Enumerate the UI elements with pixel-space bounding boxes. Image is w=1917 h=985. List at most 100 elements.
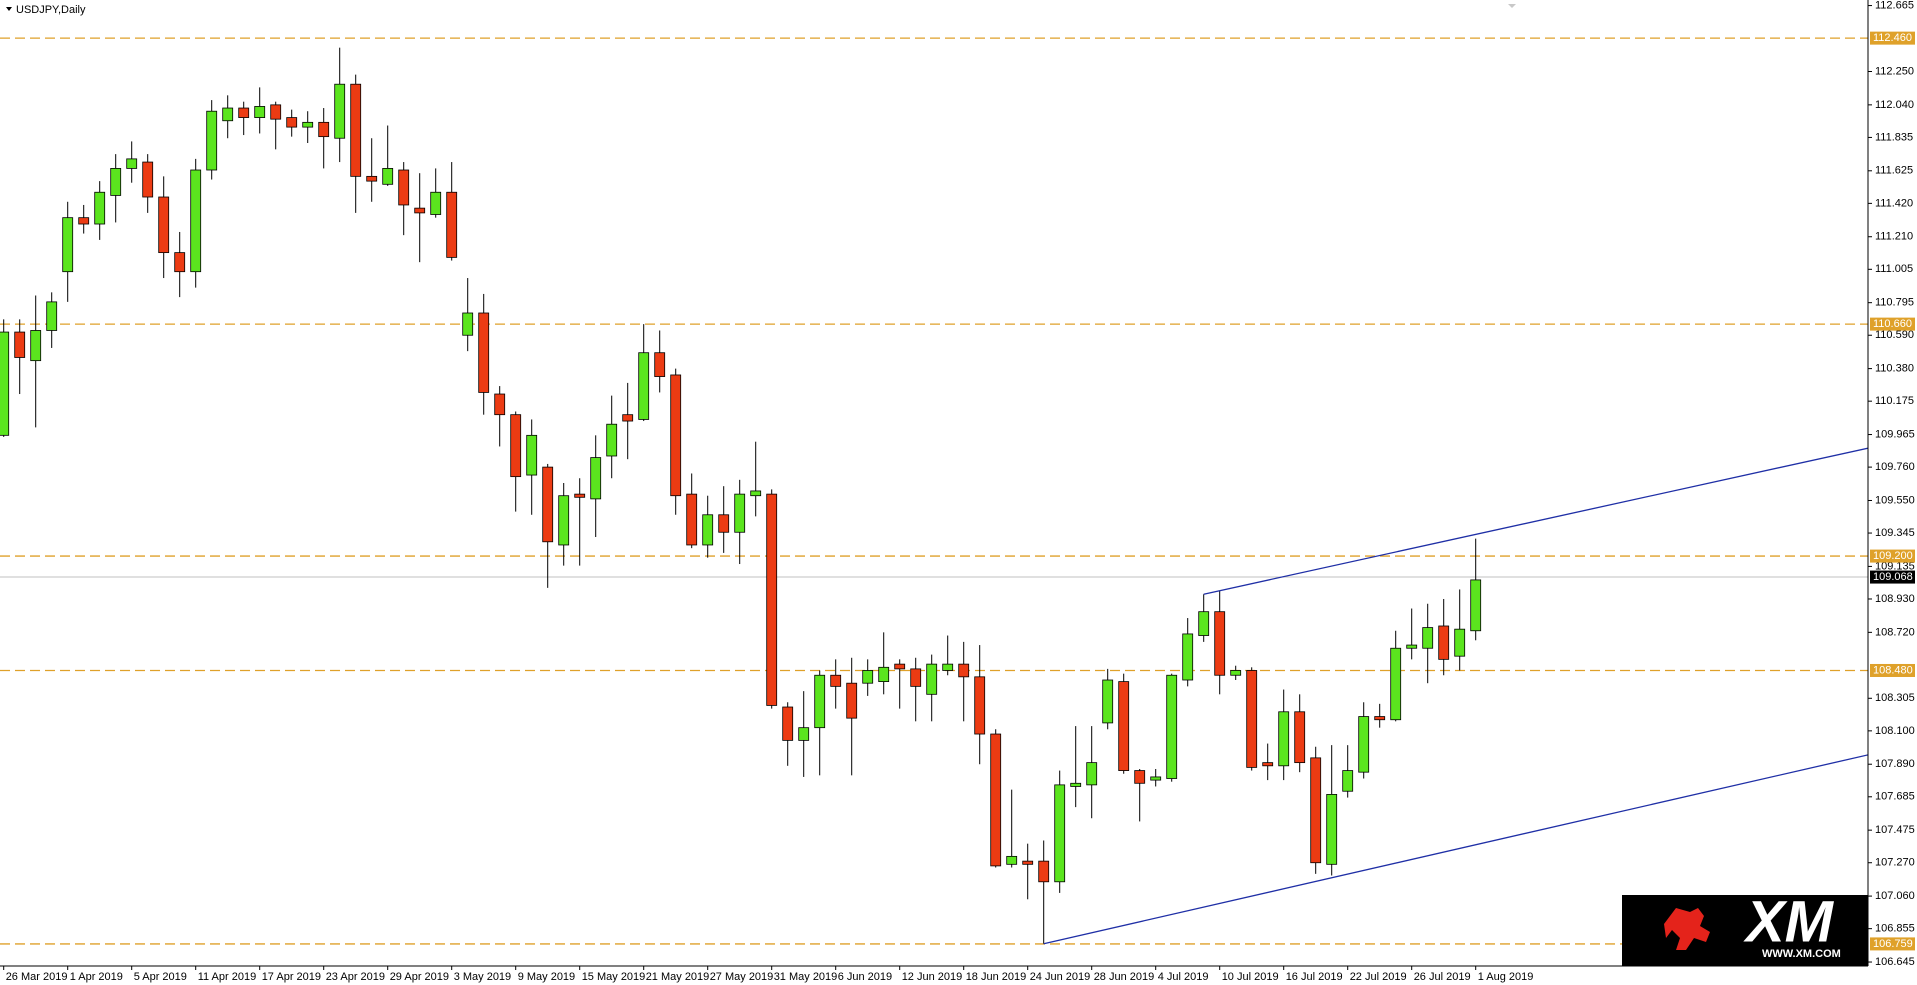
shift-marker (1508, 4, 1516, 8)
candle-body (78, 217, 90, 225)
candle-body (798, 727, 810, 741)
candle-body (350, 83, 362, 177)
candle-body (382, 168, 394, 185)
level-label: 110.660 (1873, 318, 1912, 330)
y-tick-label: 109.345 (1875, 527, 1915, 539)
candle-body (782, 706, 794, 741)
menu-triangle[interactable] (6, 7, 12, 11)
x-tick-label: 4 Jul 2019 (1158, 971, 1209, 983)
watermark-brand: XM (1743, 889, 1835, 954)
price-label: 109.068 (1873, 571, 1913, 583)
candle-body (1086, 762, 1098, 786)
candle-body (638, 352, 650, 420)
candle-body (1150, 776, 1162, 781)
x-tick-label: 1 Apr 2019 (70, 971, 123, 983)
candle-body (302, 121, 314, 128)
x-tick-label: 29 Apr 2019 (390, 971, 449, 983)
candle-body (734, 493, 746, 533)
candle-body (1470, 579, 1482, 632)
y-tick-label: 110.380 (1875, 363, 1914, 375)
watermark-bull (1664, 908, 1710, 950)
candle-body (1118, 681, 1130, 771)
candle-body (30, 330, 42, 362)
candle-body (1262, 762, 1274, 767)
candle-body (574, 493, 586, 498)
candle-body (366, 175, 378, 182)
candle-body (1422, 627, 1434, 649)
candle-body (1358, 716, 1370, 773)
y-tick-label: 108.305 (1875, 692, 1915, 704)
x-tick-label: 21 May 2019 (646, 971, 710, 983)
candle-body (526, 434, 538, 476)
candle-body (334, 83, 346, 139)
candle-body (174, 252, 186, 273)
candle-body (686, 493, 698, 546)
candle-body (1198, 611, 1210, 636)
x-tick-label: 24 Jun 2019 (1030, 971, 1091, 983)
candle-body (1326, 794, 1338, 865)
plot-area (0, 37, 1868, 945)
level-label: 106.759 (1873, 938, 1913, 950)
candle-body (750, 490, 762, 497)
candle-body (1182, 633, 1194, 681)
candle-body (1246, 670, 1258, 768)
candle-body (606, 423, 618, 457)
candle-body (974, 676, 986, 735)
candle-body (478, 312, 490, 393)
candle-body (622, 414, 634, 422)
x-tick-label: 17 Apr 2019 (262, 971, 321, 983)
candle-body (958, 663, 970, 678)
candle-body (942, 663, 954, 671)
candle-body (1102, 679, 1114, 724)
candle-body (14, 331, 26, 358)
candle-body (1006, 855, 1018, 865)
level-label-bg (1870, 549, 1915, 563)
y-tick-label: 110.795 (1875, 297, 1914, 309)
y-tick-label: 109.965 (1875, 428, 1915, 440)
y-tick-label: 112.665 (1875, 0, 1914, 11)
candle-body (462, 312, 474, 336)
y-tick-label: 109.550 (1875, 494, 1915, 506)
level-label-bg (1870, 317, 1915, 331)
watermark: XM WWW.XM.COM (1622, 889, 1868, 966)
y-tick-label: 111.005 (1875, 263, 1913, 275)
y-tick-label: 109.135 (1875, 560, 1915, 572)
candle-body (1134, 770, 1146, 784)
candle-body (1342, 770, 1354, 792)
candle-body (94, 191, 106, 225)
candle-body (1038, 860, 1050, 883)
candle-body (286, 117, 298, 128)
y-tick-label: 107.060 (1875, 890, 1915, 902)
candle-body (862, 670, 874, 684)
candle-body (846, 682, 858, 719)
level-label-bg (1870, 31, 1915, 45)
candle-body (190, 169, 202, 273)
candle-body (398, 169, 410, 206)
candle-body (1406, 644, 1418, 649)
y-tick-label: 107.685 (1875, 791, 1915, 803)
y-tick-label: 112.250 (1875, 65, 1914, 77)
y-tick-label: 107.890 (1875, 758, 1915, 770)
candle-body (222, 107, 234, 122)
candle-body (590, 457, 602, 500)
candle-body (430, 191, 442, 215)
candle-body (1438, 625, 1450, 660)
candle-body (1070, 782, 1082, 787)
x-tick-label: 28 Jun 2019 (1094, 971, 1155, 983)
candle-body (318, 121, 330, 138)
candle-body (990, 733, 1002, 867)
candle-body (878, 666, 890, 683)
y-tick-label: 110.590 (1875, 329, 1914, 341)
y-tick-label: 108.100 (1875, 725, 1915, 737)
candle-body (414, 207, 426, 214)
x-tick-label: 16 Jul 2019 (1286, 971, 1343, 983)
y-tick-label: 110.175 (1875, 395, 1914, 407)
candle-body (238, 107, 250, 118)
y-tick-label: 111.835 (1875, 131, 1913, 143)
x-tick-label: 3 May 2019 (454, 971, 511, 983)
candle-body (558, 495, 570, 546)
candle-body (814, 674, 826, 729)
